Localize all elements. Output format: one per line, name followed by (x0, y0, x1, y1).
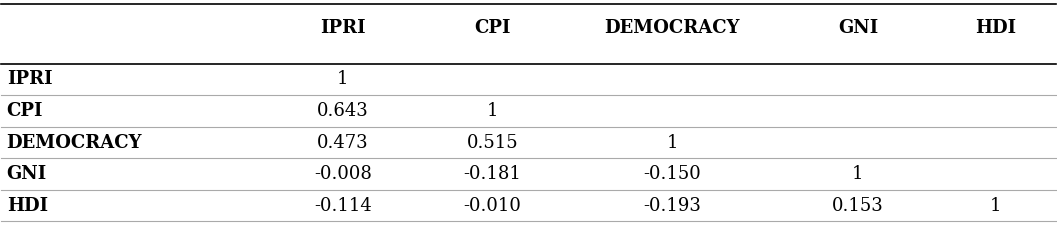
Text: HDI: HDI (976, 19, 1016, 37)
Text: IPRI: IPRI (320, 19, 366, 37)
Text: -0.181: -0.181 (464, 165, 521, 183)
Text: 1: 1 (667, 133, 678, 151)
Text: 1: 1 (990, 197, 1001, 215)
Text: 0.515: 0.515 (467, 133, 518, 151)
Text: 1: 1 (852, 165, 864, 183)
Text: GNI: GNI (838, 19, 878, 37)
Text: CPI: CPI (6, 102, 43, 120)
Text: -0.150: -0.150 (644, 165, 701, 183)
Text: -0.114: -0.114 (314, 197, 372, 215)
Text: 1: 1 (487, 102, 498, 120)
Text: 0.153: 0.153 (832, 197, 884, 215)
Text: 0.643: 0.643 (317, 102, 369, 120)
Text: DEMOCRACY: DEMOCRACY (605, 19, 740, 37)
Text: CPI: CPI (475, 19, 511, 37)
Text: -0.008: -0.008 (314, 165, 372, 183)
Text: -0.010: -0.010 (464, 197, 521, 215)
Text: DEMOCRACY: DEMOCRACY (6, 133, 142, 151)
Text: 1: 1 (337, 70, 349, 88)
Text: GNI: GNI (6, 165, 47, 183)
Text: HDI: HDI (6, 197, 48, 215)
Text: IPRI: IPRI (6, 70, 52, 88)
Text: 0.473: 0.473 (317, 133, 369, 151)
Text: -0.193: -0.193 (644, 197, 701, 215)
